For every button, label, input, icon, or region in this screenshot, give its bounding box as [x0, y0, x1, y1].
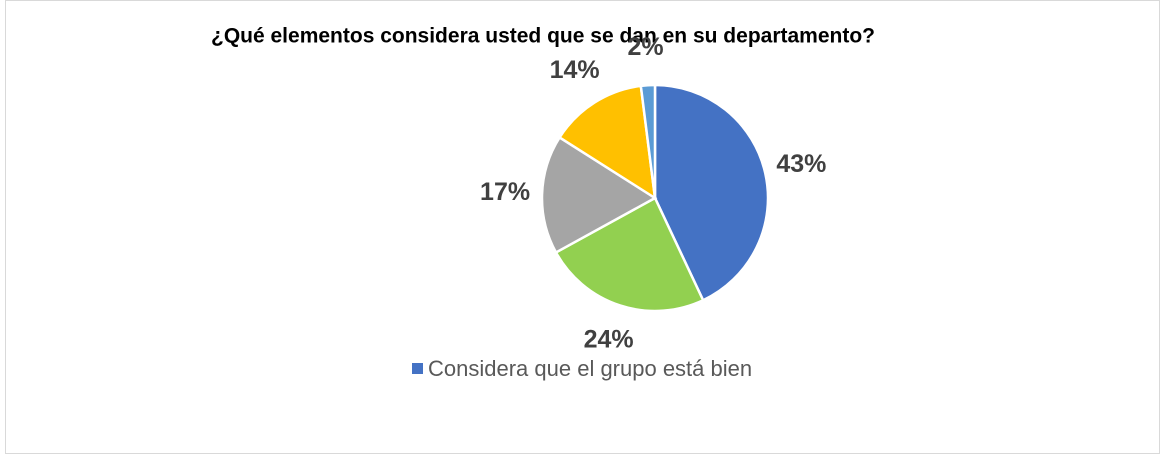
- legend-label: Considera que el grupo está bien: [428, 356, 752, 381]
- pie-slice: [639, 83, 657, 199]
- data-label: 24%: [584, 325, 634, 353]
- data-label: 43%: [776, 150, 826, 178]
- data-label: 14%: [550, 56, 600, 84]
- pie-slice: [653, 83, 770, 302]
- pie-slice: [554, 196, 705, 313]
- pie-slice: [557, 84, 657, 201]
- legend-swatch: [412, 363, 423, 374]
- pie-slice: [540, 135, 658, 255]
- chart-title: ¿Qué elementos considera usted que se da…: [211, 25, 875, 48]
- data-label: 2%: [628, 33, 664, 61]
- data-label: 17%: [480, 178, 530, 206]
